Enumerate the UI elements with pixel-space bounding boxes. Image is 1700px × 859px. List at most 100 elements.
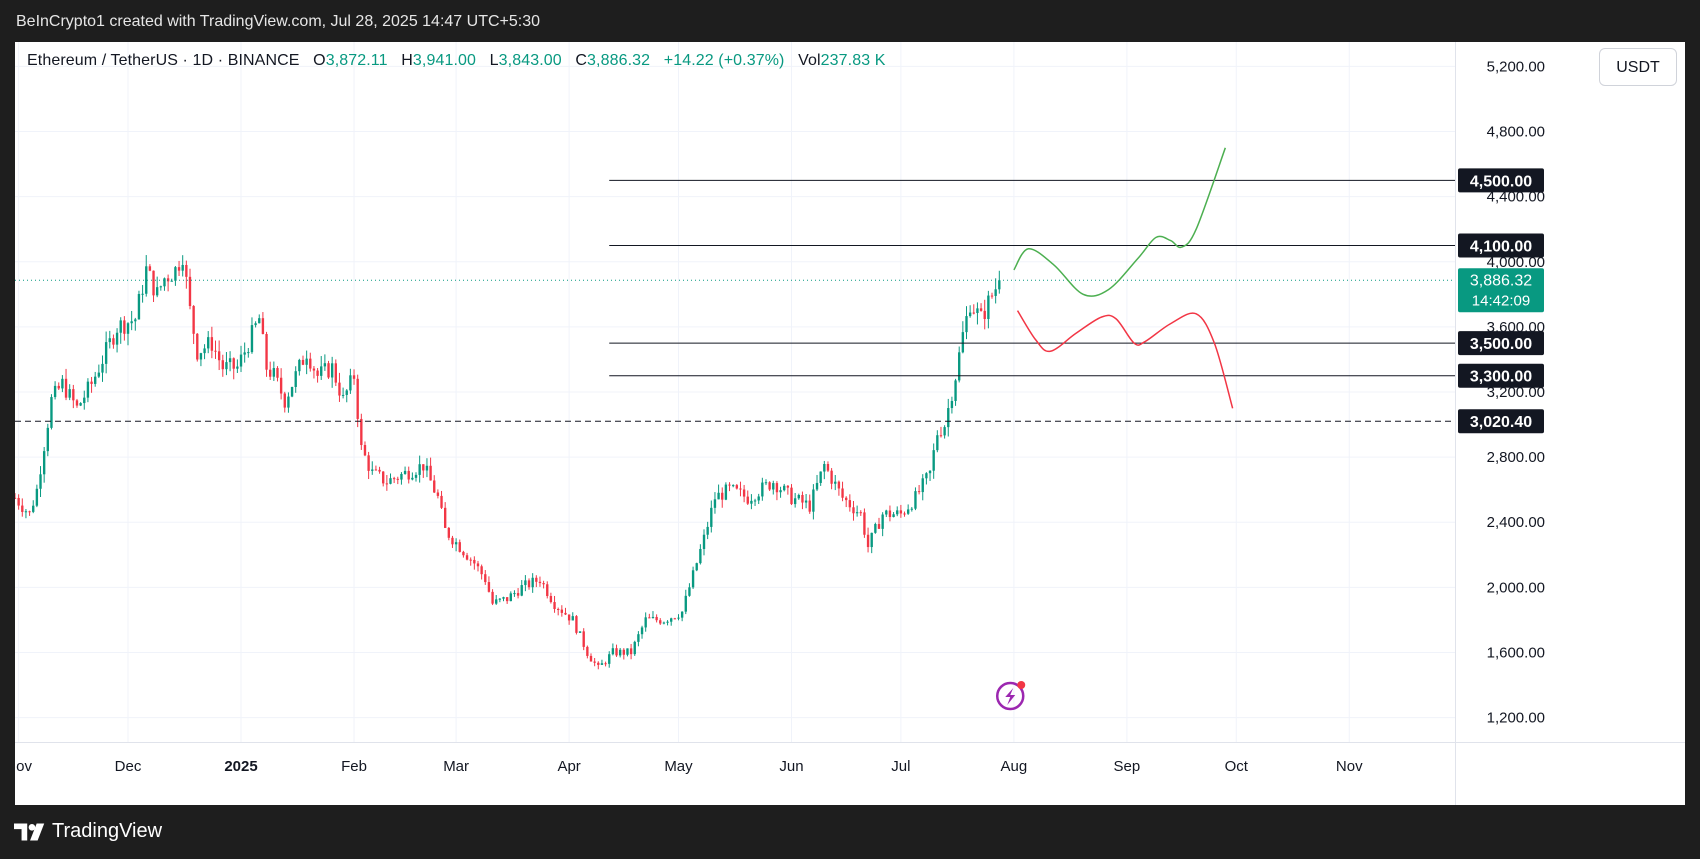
candle-body — [495, 599, 498, 604]
candle-body — [651, 616, 655, 618]
candle-body — [629, 648, 633, 655]
candle-body — [917, 491, 921, 493]
high-value: 3,941.00 — [412, 52, 477, 69]
candle-body — [834, 481, 837, 484]
candle-body — [352, 375, 356, 379]
high-label: H — [401, 52, 413, 69]
candle-body — [637, 634, 640, 642]
candle-body — [608, 654, 611, 664]
candle-body — [177, 267, 181, 271]
candle-body — [557, 609, 560, 611]
x-tick-label: Jul — [891, 758, 910, 775]
bar-countdown: 14:42:09 — [1472, 292, 1530, 309]
volume-value: 237.83 K — [820, 52, 886, 69]
low-value: 3,843.00 — [498, 52, 562, 69]
candle-body — [801, 495, 804, 503]
symbol-info: Ethereum / TetherUS · 1D · BINANCE O3,87… — [27, 52, 886, 70]
candle-body — [101, 363, 104, 373]
candle-body — [90, 381, 93, 384]
candle-body — [626, 648, 629, 655]
candle-body — [597, 662, 600, 665]
candle-body — [841, 488, 844, 498]
candle-body — [921, 478, 924, 493]
candle-body — [305, 358, 308, 365]
candle-body — [936, 435, 939, 451]
candle-body — [578, 631, 582, 633]
candle-body — [28, 511, 31, 513]
last-price-value: 3,886.32 — [1470, 272, 1532, 289]
candle-body — [323, 363, 327, 367]
candle-body — [640, 627, 644, 635]
y-tick-label: 1,200.00 — [1487, 710, 1545, 727]
candle-body — [214, 350, 217, 352]
volume-label: Vol — [798, 52, 821, 69]
candle-body — [549, 596, 553, 603]
candle-body — [564, 612, 567, 615]
candle-body — [392, 478, 396, 480]
chart-panel[interactable]: 1,200.00 1,600.00 2,000.00 2,400.00 2,800.00… — [15, 42, 1685, 805]
candle-body — [290, 386, 294, 397]
candle-body — [371, 469, 374, 471]
candle-body — [247, 352, 250, 354]
lightning-icon-dot — [1017, 681, 1026, 689]
candle-body — [476, 563, 480, 567]
candle-body — [531, 577, 534, 588]
candle-body — [659, 620, 662, 624]
candle-body — [593, 661, 596, 663]
candle-body — [899, 510, 903, 514]
candle-body — [473, 559, 476, 564]
candle-body — [378, 469, 381, 472]
candle-body — [217, 351, 221, 361]
candle-body — [115, 332, 119, 345]
candle-body — [454, 542, 458, 545]
price-chart[interactable]: 1,200.00 1,600.00 2,000.00 2,400.00 2,800.00… — [15, 42, 1685, 805]
candle-body — [538, 581, 542, 584]
candle-body — [859, 512, 862, 514]
candle-body — [819, 471, 822, 483]
candle-body — [939, 435, 943, 437]
candle-body — [97, 372, 101, 377]
candle-body — [491, 591, 494, 604]
candle-body — [958, 352, 961, 381]
candle-body — [586, 646, 589, 656]
candle-body — [46, 427, 49, 452]
level-price-label-bg — [1458, 168, 1544, 193]
candle-body — [130, 321, 133, 324]
x-tick-label: Mar — [443, 758, 469, 775]
x-tick-label: May — [664, 758, 693, 775]
candle-body — [298, 359, 301, 372]
candle-body — [349, 375, 352, 391]
candle-body — [414, 474, 418, 478]
candle-body — [50, 397, 53, 428]
candle-body — [64, 378, 68, 398]
candle-body — [166, 278, 170, 282]
candle-body — [108, 338, 111, 343]
tradingview-logo[interactable]: TradingView — [14, 820, 162, 843]
candle-body — [786, 485, 790, 488]
candle-body — [327, 363, 330, 378]
candle-body — [826, 464, 830, 471]
candle-body — [436, 492, 440, 496]
candle-body — [793, 498, 797, 505]
candle-body — [487, 582, 491, 592]
candle-body — [134, 319, 137, 322]
candle-body — [688, 587, 691, 596]
brand-name: TradingView — [52, 820, 163, 842]
candle-body — [947, 408, 950, 428]
candle-body — [192, 306, 195, 334]
x-tick-label: Dec — [115, 758, 142, 775]
candle-body — [731, 485, 735, 487]
candle-body — [721, 492, 724, 500]
candle-body — [418, 464, 421, 475]
candle-body — [433, 480, 436, 493]
candle-body — [243, 352, 246, 355]
candle-body — [283, 393, 286, 408]
candle-body — [400, 473, 403, 480]
currency-button[interactable]: USDT — [1599, 48, 1677, 86]
candle-body — [779, 490, 782, 493]
candle-body — [691, 570, 695, 588]
candle-body — [961, 332, 965, 353]
candle-body — [983, 310, 986, 319]
x-tick-label: 2025 — [224, 758, 257, 775]
candle-body — [739, 488, 742, 490]
